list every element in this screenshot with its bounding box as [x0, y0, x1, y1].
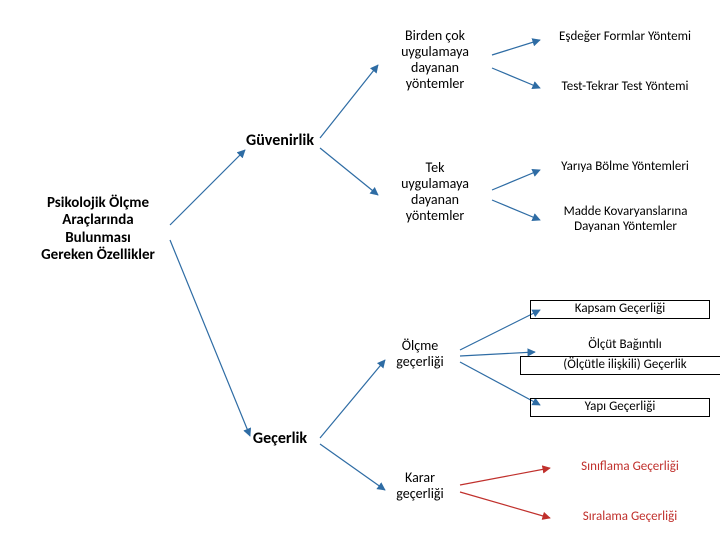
node-testtekrar: Test-Tekrar Test Yöntemi	[530, 80, 720, 95]
node-madde-kov: Madde Kovaryanslarına Dayanan Yöntemler	[528, 205, 720, 235]
edge-arrow	[170, 150, 245, 225]
node-karar-gec: Karar geçerliği	[370, 470, 470, 502]
node-cok-uygulama: Birden çok uygulamaya dayanan yöntemler	[370, 28, 500, 92]
node-kapsam: Kapsam Geçerliği	[530, 300, 710, 319]
edge-arrow	[460, 492, 550, 518]
edge-arrow	[460, 310, 540, 350]
node-yapi: Yapı Geçerliği	[530, 398, 710, 417]
node-root: Psikolojik Ölçme Araçlarında Bulunması G…	[18, 195, 178, 264]
node-olcut-line1: Ölçüt Bağıntılı	[530, 338, 720, 353]
edge-arrow	[320, 360, 385, 438]
node-olcme-gec: Ölçme geçerliği	[370, 338, 470, 370]
node-gecerlik: Geçerlik	[225, 430, 335, 448]
node-siniflama: Sınıflama Geçerliği	[540, 460, 720, 475]
node-yariya: Yarıya Bölme Yöntemleri	[530, 160, 720, 175]
node-olcut-line2: (Ölçütle ilişkili) Geçerlik	[520, 356, 720, 375]
edge-arrow	[460, 468, 550, 485]
node-guvenirlik: Güvenirlik	[225, 132, 335, 150]
edge-arrow	[170, 240, 250, 436]
node-tek-uygulama: Tek uygulamaya dayanan yöntemler	[370, 160, 500, 224]
node-siralama: Sıralama Geçerliği	[540, 510, 720, 525]
node-esdeger: Eşdeğer Formlar Yöntemi	[530, 30, 720, 45]
